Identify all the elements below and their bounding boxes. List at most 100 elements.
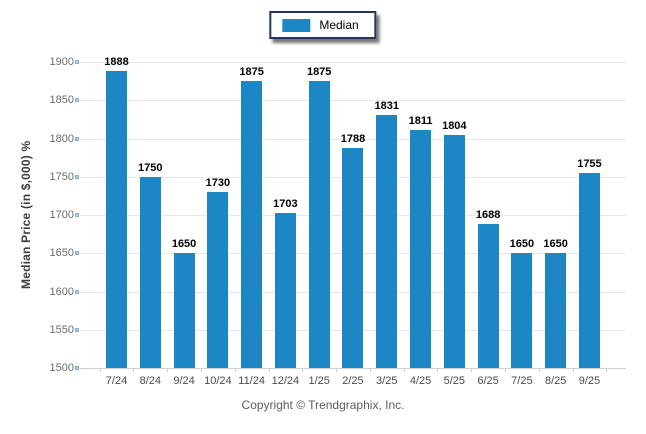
- bar-9/24[interactable]: [173, 253, 195, 368]
- y-tick-label: 1550: [49, 323, 74, 336]
- bar-value-label: 1730: [205, 177, 231, 190]
- bar-series-median: 1888 7/24 1750 8/24 1650 9/24 1730 10/24 1875 11/…: [104, 56, 601, 387]
- bar-value-label: 1755: [577, 157, 602, 170]
- y-tick-label: 1850: [49, 94, 74, 107]
- y-tick-label: 1800: [49, 132, 74, 145]
- bar-slot: 1730 10/24: [204, 177, 232, 387]
- x-tick-label: 6/25: [477, 375, 499, 387]
- bar-value-label: 1888: [104, 56, 129, 69]
- bar-11/24[interactable]: [241, 81, 263, 368]
- bar-value-label: 1875: [306, 66, 332, 79]
- y-axis-tick-mark: [75, 98, 79, 103]
- y-tick-label: 1900: [49, 56, 74, 68]
- x-axis-tick-mark: [336, 368, 338, 372]
- x-axis-tick-mark: [606, 368, 608, 372]
- x-axis-tick-mark: [572, 368, 574, 372]
- x-tick-label: 1/25: [308, 375, 330, 387]
- y-tick-label: 1600: [49, 285, 74, 298]
- bar-slot: 1831 3/25: [375, 100, 399, 387]
- y-axis-tick-mark: [75, 213, 79, 217]
- x-axis-tick-mark: [200, 368, 202, 372]
- gridline: [80, 62, 626, 63]
- bar-slot: 1875 1/25: [307, 66, 331, 387]
- legend-label: Median: [319, 18, 359, 32]
- bar-slot: 1888 7/24: [104, 56, 128, 387]
- y-tick-label: 1500: [49, 362, 74, 374]
- y-axis-tick-labels: 1500 1550 1600 1650 1700 1750 1800 1850 1900: [0, 56, 74, 374]
- bar-value-label: 1703: [273, 197, 298, 210]
- x-tick-label: 2/25: [342, 375, 364, 387]
- bar-value-label: 1750: [138, 161, 163, 174]
- bar-9/25[interactable]: [578, 172, 600, 368]
- bar-slot: 1688 6/25: [476, 209, 500, 387]
- x-axis-tick-mark: [268, 368, 270, 372]
- y-axis-tick-mark: [75, 174, 79, 179]
- x-axis-tick-mark: [471, 368, 473, 372]
- bar-value-label: 1875: [239, 66, 264, 79]
- x-tick-label: 8/25: [544, 375, 567, 387]
- bar-value-label: 1831: [374, 99, 399, 112]
- y-tick-label: 1750: [49, 170, 74, 183]
- bar-4/25[interactable]: [410, 130, 432, 368]
- bar-slot: 1650 9/24: [172, 238, 196, 387]
- bar-7/24[interactable]: [106, 71, 127, 368]
- bar-slot: 1755 9/25: [577, 158, 601, 387]
- x-axis-tick-mark: [99, 368, 101, 372]
- bar-3/25[interactable]: [376, 114, 398, 368]
- bar-value-label: 1788: [340, 132, 366, 145]
- bar-8/24[interactable]: [139, 176, 161, 368]
- x-axis-tick-mark: [234, 368, 236, 372]
- bar-2/25[interactable]: [342, 147, 364, 368]
- bar-slot: 1703 12/24: [272, 198, 300, 387]
- x-tick-label: 10/24: [204, 375, 232, 387]
- x-tick-label: 8/24: [139, 375, 161, 387]
- x-axis-tick-mark: [538, 368, 540, 372]
- x-tick-label: 5/25: [443, 375, 466, 387]
- bar-value-label: 1804: [442, 120, 467, 133]
- bar-value-label: 1650: [509, 238, 535, 251]
- y-axis-tick-mark: [75, 251, 79, 256]
- bar-6/25[interactable]: [477, 224, 499, 368]
- bar-7/25[interactable]: [511, 253, 533, 368]
- bar-value-label: 1811: [408, 115, 433, 128]
- legend[interactable]: Median: [269, 11, 377, 39]
- bar-value-label: 1650: [171, 238, 197, 251]
- x-axis-tick-mark: [403, 368, 405, 372]
- y-axis-tick-mark: [75, 60, 79, 64]
- x-axis-tick-mark: [302, 368, 304, 372]
- bar-slot: 1875 11/24: [238, 66, 265, 387]
- x-tick-label: 9/24: [173, 375, 195, 387]
- x-axis-tick-mark: [505, 368, 507, 372]
- x-tick-label: 4/25: [409, 375, 432, 387]
- y-tick-label: 1700: [49, 209, 74, 221]
- bar-slot: 1750 8/24: [138, 162, 162, 387]
- x-axis-line: [80, 368, 626, 369]
- bar-slot: 1788 2/25: [341, 133, 365, 387]
- y-axis-tick-mark: [75, 366, 79, 370]
- bar-5/25[interactable]: [443, 135, 465, 368]
- bar-10/24[interactable]: [207, 192, 229, 368]
- x-axis-tick-mark: [437, 368, 439, 372]
- bar-slot: 1650 8/25: [543, 238, 567, 387]
- gridline: [80, 100, 626, 102]
- plot-area: 1888 7/24 1750 8/24 1650 9/24 1730 10/24 1875 11/…: [80, 56, 626, 387]
- x-tick-label: 3/25: [376, 375, 398, 387]
- y-tick-label: 1650: [49, 247, 74, 260]
- bar-slot: 1804 5/25: [442, 120, 466, 387]
- bar-12/24[interactable]: [274, 212, 296, 368]
- copyright-text: Copyright © Trendgraphix, Inc.: [241, 398, 405, 412]
- legend-swatch-median: [282, 18, 311, 32]
- bar-value-label: 1688: [475, 209, 501, 222]
- x-tick-label: 11/24: [238, 375, 265, 387]
- x-axis-tick-mark: [369, 368, 371, 372]
- x-tick-label: 9/25: [578, 375, 601, 387]
- bar-8/25[interactable]: [545, 253, 567, 368]
- y-axis-tick-mark: [75, 136, 79, 141]
- x-tick-label: 12/24: [271, 375, 300, 387]
- bar-1/25[interactable]: [308, 81, 330, 368]
- y-axis-tick-mark: [75, 289, 79, 294]
- x-axis-tick-mark: [133, 368, 135, 372]
- x-tick-label: 7/25: [511, 375, 533, 387]
- bar-value-label: 1650: [543, 238, 568, 251]
